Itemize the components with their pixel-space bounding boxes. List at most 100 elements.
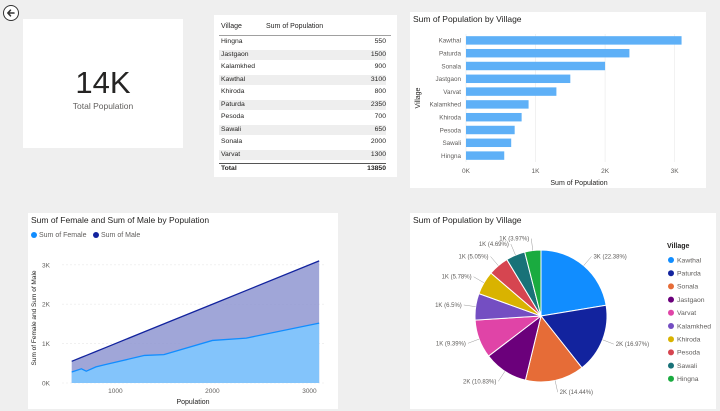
leader-line (473, 276, 485, 284)
legend-item-male[interactable]: Sum of Male (93, 232, 140, 239)
legend-marker (668, 375, 674, 382)
female-line (71, 322, 320, 373)
x-tick-label: 2000 (205, 388, 220, 395)
bar (466, 100, 529, 109)
y-tick-label: 1K (42, 341, 51, 348)
x-tick-label: 1000 (108, 388, 123, 395)
legend-marker (668, 283, 674, 290)
y-tick-label: Sonala (441, 63, 461, 70)
pie-chart-title: Sum of Population by Village (413, 215, 522, 225)
bar (466, 36, 682, 45)
y-tick-label: 0K (42, 381, 51, 388)
population-table[interactable]: Village Sum of Population Hingna 550 Jastg… (214, 15, 397, 177)
leader-line (602, 339, 614, 345)
area-chart-tile[interactable]: Sum of Female and Sum of Male by Populat… (28, 213, 338, 409)
table-row[interactable]: Sonala 2000 (219, 137, 386, 147)
card-label: Total Population (72, 101, 134, 111)
y-tick-label: 3K (42, 262, 51, 269)
table-row[interactable]: Kalamkhed 900 (219, 62, 386, 72)
pie-slice (524, 314, 583, 383)
bar-chart: 0K 1K 2K 3K Kawthal Paturda Sonala Jastgaon Varv… (415, 34, 682, 187)
bar (466, 125, 515, 135)
cell-population: 1300 (370, 150, 386, 158)
cell-village: Kawthal (221, 75, 246, 83)
legend-label: Pesoda (677, 350, 700, 357)
male-line (71, 260, 320, 362)
cell-population: 550 (374, 38, 386, 45)
y-tick-label: Paturda (439, 51, 462, 58)
slice-data-label: 3K (22.38%) (593, 255, 626, 261)
cell-population: 900 (374, 63, 386, 70)
legend-label: Varvat (677, 310, 696, 317)
total-value: 13850 (367, 165, 386, 172)
bar (466, 87, 557, 96)
legend-marker (668, 323, 674, 329)
legend-label: Sonala (677, 284, 698, 291)
cell-village: Khiroda (221, 88, 245, 95)
cell-village: Jastgaon (221, 50, 249, 58)
cell-population: 650 (374, 125, 386, 133)
table-row[interactable]: Jastgaon 1500 (219, 49, 386, 60)
table-row[interactable]: Pesoda 700 (219, 112, 386, 122)
pie-chart: 3K (22.38%) 2K (16.97%) 2K (14.44%) 2K (10.… (435, 237, 711, 397)
slice-data-label: 1K (5.78%) (442, 275, 472, 281)
leader-line (498, 371, 506, 382)
bar (466, 74, 571, 84)
cell-village: Hingna (221, 38, 243, 45)
table-row[interactable]: Hingna 550 (219, 37, 386, 47)
cell-village: Varvat (221, 150, 241, 158)
legend-marker (668, 296, 674, 303)
legend-marker-male (93, 232, 99, 239)
cell-village: Paturda (221, 100, 245, 108)
y-tick-label: Khiroda (439, 115, 461, 122)
table-row[interactable]: Paturda 2350 (219, 99, 386, 110)
cell-village: Sawali (221, 125, 242, 133)
bar (466, 48, 630, 58)
area-chart: 0K 1K 2K 3K 1000 2000 3000 Population Sum of Fem… (31, 260, 324, 406)
cell-village: Sonala (221, 138, 243, 145)
table-row[interactable]: Varvat 1300 (219, 149, 386, 160)
slice-data-label: 2K (14.44%) (560, 390, 593, 396)
x-tick-label: 3000 (302, 388, 317, 395)
table-row[interactable]: Khiroda 800 (219, 87, 386, 97)
cell-village: Pesoda (221, 113, 245, 120)
slice-data-label: 1K (5.05%) (459, 255, 489, 261)
total-label: Total (221, 165, 237, 172)
bar-chart-tile[interactable]: Sum of Population by Village 0K 1K 2K 3K Kaw… (410, 12, 706, 188)
slice-data-label: 1K (6.5%) (435, 303, 462, 309)
back-button[interactable] (3, 5, 19, 21)
arrow-left-icon (7, 9, 15, 17)
y-tick-label: Pesoda (440, 127, 462, 134)
y-tick-label: Kalamkhed (429, 102, 461, 109)
table-header: Village Sum of Population (219, 23, 391, 36)
slice-data-label: 1K (3.97%) (499, 237, 529, 243)
table-row[interactable]: Kawthal 3100 (219, 74, 386, 85)
bar (466, 61, 606, 71)
table-total-row: Total 13850 (219, 163, 386, 174)
y-tick-label: Jastgaon (435, 76, 461, 83)
cell-population: 700 (374, 113, 386, 120)
pie-chart-tile[interactable]: Sum of Population by Village 3K (22.38%)… (410, 213, 716, 409)
x-tick-label: 1K (532, 168, 541, 175)
column-header-village[interactable]: Village (221, 23, 242, 30)
cell-population: 800 (374, 88, 386, 95)
legend-item-female[interactable]: Sum of Female (31, 232, 86, 239)
leader-line (510, 243, 516, 256)
slice-data-label: 2K (16.97%) (616, 342, 649, 348)
y-tick-label: Varvat (443, 89, 461, 96)
legend-label: Hingna (677, 376, 699, 383)
leader-line (554, 380, 558, 393)
leader-line (583, 256, 592, 266)
y-axis-label: Sum of Female and Sum of Male (31, 270, 38, 365)
table-row[interactable]: Sawali 650 (219, 124, 386, 135)
legend-label: Sawali (677, 363, 698, 370)
column-header-population[interactable]: Sum of Population (266, 23, 324, 30)
area-chart-title: Sum of Female and Sum of Male by Populat… (31, 215, 210, 225)
legend-label: Jastgaon (677, 297, 705, 304)
total-population-card[interactable]: 14K Total Population (23, 19, 183, 148)
legend-label: Khiroda (677, 337, 701, 344)
leader-line (490, 256, 499, 266)
y-tick-label: Hingna (441, 153, 461, 160)
y-tick-label: 2K (42, 302, 51, 309)
bar-chart-title: Sum of Population by Village (413, 14, 522, 24)
